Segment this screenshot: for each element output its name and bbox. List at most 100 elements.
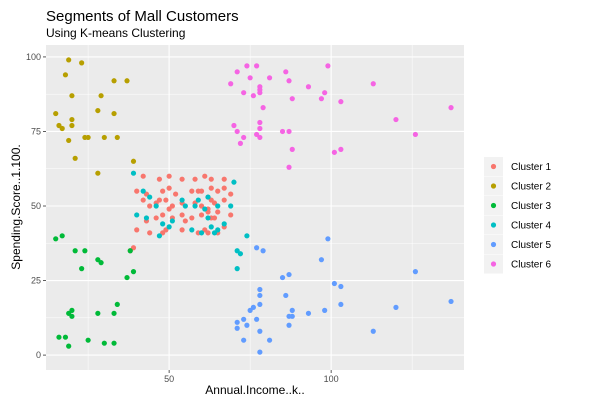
data-point: [234, 319, 240, 325]
legend-swatch: [490, 183, 497, 189]
data-point: [179, 176, 185, 182]
y-tick-label: 100: [26, 52, 41, 62]
data-point: [140, 197, 146, 203]
data-point: [338, 146, 344, 152]
data-point: [153, 215, 159, 221]
data-point: [338, 301, 344, 308]
data-point: [95, 107, 101, 114]
data-point: [202, 173, 208, 179]
data-point: [69, 307, 75, 313]
legend-item-cluster-1: Cluster 1: [484, 157, 551, 176]
legend-label: Cluster 2: [511, 182, 551, 193]
data-point: [241, 134, 247, 141]
data-point: [318, 257, 325, 263]
data-point: [95, 170, 101, 176]
data-point: [241, 316, 247, 322]
data-point: [266, 75, 273, 81]
data-point: [156, 233, 163, 239]
data-point: [221, 221, 227, 227]
data-point: [134, 227, 140, 233]
data-point: [257, 301, 263, 308]
data-point: [448, 105, 454, 111]
data-point: [338, 283, 344, 290]
grid-lines: [46, 45, 464, 370]
chart-subtitle: Using K-means Clustering: [46, 26, 185, 40]
data-point: [211, 215, 218, 221]
data-point: [156, 176, 163, 182]
data-point: [260, 248, 266, 254]
data-point: [257, 292, 263, 299]
data-point: [182, 203, 188, 209]
data-point: [370, 81, 376, 87]
axes: 50 100 0 25 50 75 100: [26, 52, 339, 384]
data-point: [69, 93, 75, 99]
data-point: [169, 203, 175, 209]
x-axis-title: Annual.Income..k..: [205, 383, 304, 397]
data-point: [182, 218, 188, 224]
data-point: [69, 313, 75, 319]
data-point: [228, 81, 234, 87]
series-cluster-3: [53, 233, 137, 349]
data-point: [228, 203, 234, 209]
data-point: [266, 337, 273, 343]
data-point: [231, 122, 237, 129]
data-point: [257, 125, 263, 132]
chart-title: Segments of Mall Customers: [46, 8, 239, 25]
data-point: [85, 134, 91, 141]
data-point: [283, 292, 289, 299]
data-point: [147, 203, 153, 209]
data-point: [279, 128, 286, 135]
data-point: [289, 146, 295, 152]
legend-swatch: [490, 163, 497, 170]
data-point: [215, 203, 221, 209]
data-point: [234, 325, 240, 331]
data-point: [205, 230, 211, 236]
data-point: [231, 179, 237, 185]
data-point: [111, 310, 117, 316]
legend-item-cluster-2: Cluster 2: [484, 176, 551, 196]
data-point: [59, 125, 65, 132]
data-point: [72, 155, 78, 161]
data-point: [95, 310, 101, 316]
legend-item-cluster-3: Cluster 3: [484, 196, 551, 215]
data-point: [234, 128, 240, 135]
data-point: [257, 349, 263, 355]
data-point: [147, 230, 153, 236]
data-point: [160, 212, 166, 218]
data-point: [72, 248, 78, 254]
data-point: [228, 212, 234, 218]
data-point: [370, 328, 376, 334]
data-point: [244, 322, 250, 328]
data-point: [66, 343, 72, 349]
data-point: [114, 134, 120, 141]
series-cluster-2: [53, 57, 137, 176]
data-point: [325, 63, 331, 69]
data-point: [156, 197, 163, 203]
data-point: [412, 131, 418, 138]
data-point: [286, 78, 292, 84]
data-point: [283, 69, 289, 75]
legend-label: Cluster 3: [511, 201, 551, 212]
series-cluster-5: [234, 236, 454, 355]
legend-swatch: [490, 241, 497, 248]
data-point: [215, 209, 221, 215]
data-point: [208, 185, 214, 191]
legend-label: Cluster 5: [511, 240, 551, 251]
y-tick-label: 75: [31, 126, 41, 136]
data-point: [257, 328, 263, 334]
data-point: [318, 96, 325, 102]
data-point: [114, 301, 120, 308]
data-point: [85, 337, 91, 343]
y-tick-label: 0: [36, 350, 41, 360]
data-point: [221, 197, 227, 203]
series-cluster-6: [228, 63, 454, 170]
data-point: [208, 224, 214, 230]
data-point: [130, 170, 137, 176]
data-point: [234, 69, 240, 75]
data-point: [140, 188, 146, 194]
data-point: [237, 140, 244, 146]
series-cluster-4: [130, 170, 250, 272]
data-point: [331, 149, 337, 155]
data-point: [322, 307, 328, 313]
